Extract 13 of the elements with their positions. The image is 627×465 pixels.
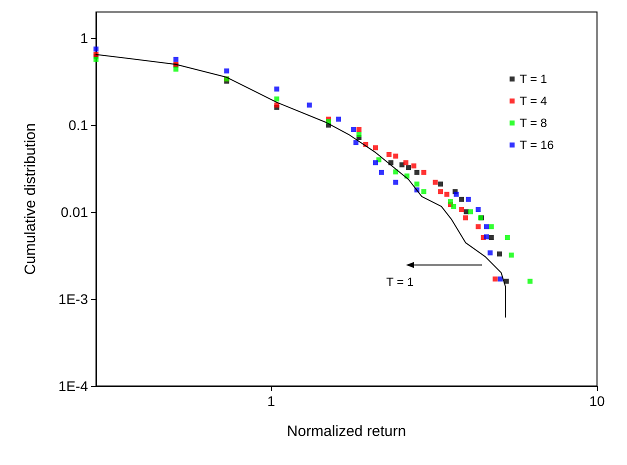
- x-axis-title: Normalized return: [286, 423, 406, 440]
- x-tick-label: 10: [589, 393, 605, 409]
- legend-label: T = 1: [520, 72, 548, 86]
- legend-label: T = 4: [520, 94, 548, 108]
- annotation: T = 1: [386, 275, 414, 289]
- y-tick-label: 0.01: [60, 204, 88, 220]
- y-tick-label: 1E-4: [58, 378, 88, 394]
- y-tick-label: 1E-3: [58, 291, 88, 308]
- y-tick-label: 1: [80, 30, 88, 46]
- legend-label: T = 8: [520, 116, 548, 130]
- legend-label: T = 16: [520, 138, 554, 152]
- y-tick-label: 0.1: [68, 117, 88, 134]
- y-axis-title: Cumulative distribution: [22, 123, 39, 275]
